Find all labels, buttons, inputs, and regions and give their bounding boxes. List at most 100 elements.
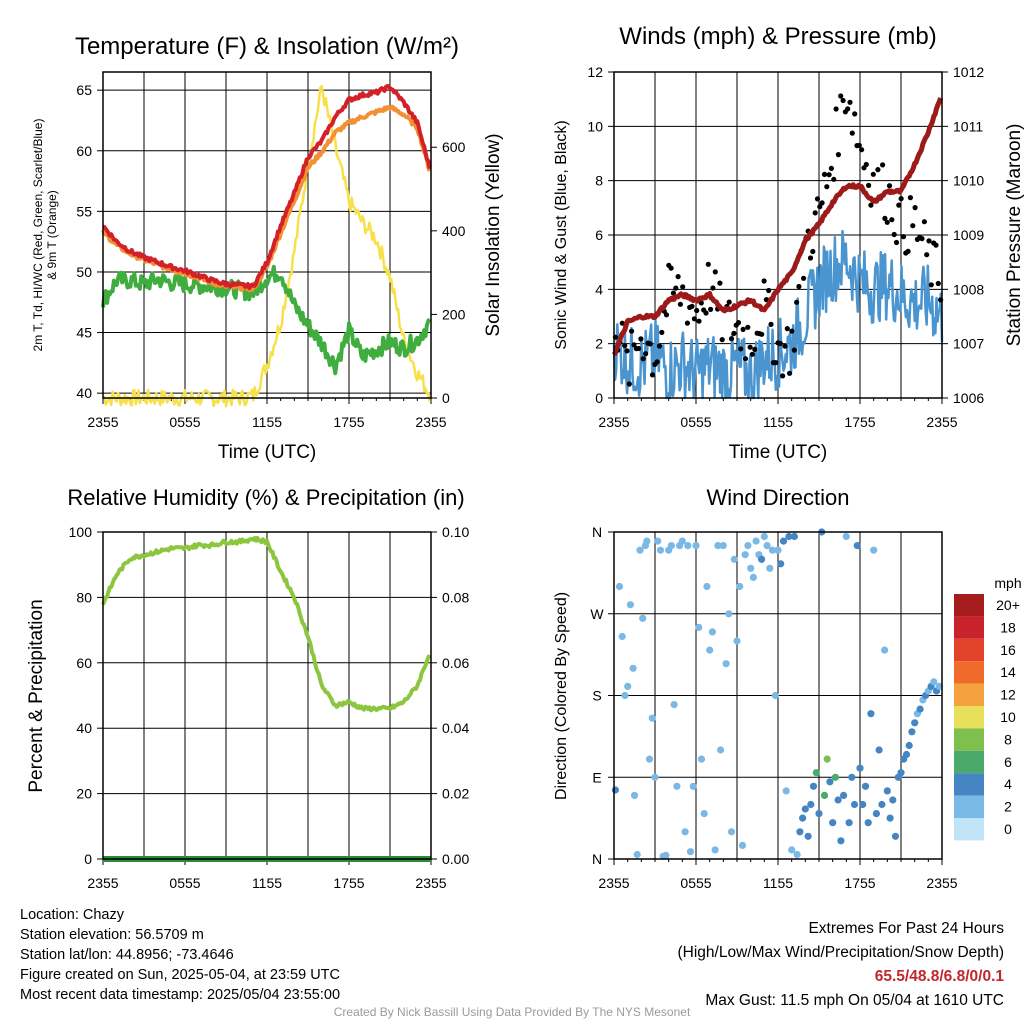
direction-point xyxy=(826,778,834,786)
direction-point xyxy=(678,537,686,545)
direction-point xyxy=(611,786,620,794)
winds-gust-point xyxy=(694,307,700,314)
recent-timestamp: Most recent data timestamp: 2025/05/04 2… xyxy=(20,987,341,1003)
direction-xtick-label: 2355 xyxy=(598,875,629,891)
winds-gust-point xyxy=(840,97,846,104)
winds-ytick-right-label: 1009 xyxy=(953,227,984,243)
winds-gust-point xyxy=(689,303,695,309)
winds-gust-point xyxy=(759,331,765,337)
winds-ytick-right-label: 1006 xyxy=(953,390,984,406)
winds-gust-point xyxy=(619,320,625,326)
winds-gust-point xyxy=(835,152,842,158)
winds-gust-point xyxy=(852,111,858,117)
winds-gust-point xyxy=(626,381,632,387)
winds-gust-point xyxy=(868,202,874,208)
legend-label: 2 xyxy=(1004,799,1012,815)
winds-gust-point xyxy=(668,265,674,271)
winds-gust-point xyxy=(924,252,930,258)
winds-gust-point xyxy=(801,275,807,281)
winds-ytick-label: 6 xyxy=(595,227,603,243)
winds-gust-point xyxy=(796,283,802,290)
humidity-xtick-label: 2355 xyxy=(415,875,446,891)
direction-point xyxy=(856,764,864,772)
legend-label: 6 xyxy=(1004,754,1012,770)
winds-ytick-right-label: 1011 xyxy=(953,118,983,134)
winds-gust-point xyxy=(882,215,888,221)
winds-gust-point xyxy=(884,219,890,225)
winds-gust-point xyxy=(740,326,746,332)
direction-point xyxy=(738,841,747,850)
winds-gust-point xyxy=(875,167,881,173)
direction-point xyxy=(889,796,897,804)
humidity-ytick-label: 20 xyxy=(76,786,92,802)
direction-ytick-label: N xyxy=(592,524,602,540)
direction-point xyxy=(829,819,837,827)
direction-point xyxy=(686,848,695,856)
winds-gust-point xyxy=(708,306,714,312)
winds-gust-point xyxy=(905,248,911,254)
winds-gust-point xyxy=(649,372,656,378)
winds-gust-point xyxy=(663,312,670,318)
station-location: Location: Chazy xyxy=(20,907,124,923)
direction-point xyxy=(823,755,831,763)
legend-label: 18 xyxy=(1000,619,1016,635)
humidity-ytick-label: 80 xyxy=(76,589,92,605)
direction-point xyxy=(796,828,804,836)
direction-point xyxy=(807,800,815,809)
direction-xtick-label: 2355 xyxy=(926,875,957,891)
direction-point xyxy=(643,537,651,545)
direction-point xyxy=(703,582,711,591)
direction-point xyxy=(697,755,706,763)
station-latlon: Station lat/lon: 44.8956; -73.4646 xyxy=(20,947,234,963)
winds-ytick-label: 8 xyxy=(595,173,603,189)
direction-point xyxy=(771,691,779,700)
winds-xtick-label: 2355 xyxy=(598,414,629,430)
direction-point xyxy=(883,787,891,795)
temperature-series-insolation xyxy=(102,84,431,408)
humidity-ytick-label: 60 xyxy=(76,655,92,671)
temperature-series-2m-t xyxy=(102,84,432,291)
winds-gust-point xyxy=(745,324,751,330)
winds-gust-point xyxy=(742,356,749,362)
winds-gust-point xyxy=(766,287,772,294)
winds-gust-point xyxy=(789,328,795,334)
direction-point xyxy=(629,664,637,672)
winds-ytick-right-label: 1008 xyxy=(953,281,984,297)
winds-gust-point xyxy=(910,223,916,229)
winds-gust-point xyxy=(749,351,756,357)
winds-gust-point xyxy=(933,242,939,248)
temperature-xtick-label: 1155 xyxy=(252,414,282,430)
plot-layer: 2355 0555 1155 1755 235540455055606502004006… xyxy=(69,64,1020,891)
winds-gust-point xyxy=(731,330,737,336)
direction-point xyxy=(673,782,681,790)
direction-point xyxy=(853,542,861,550)
winds-gust-point xyxy=(889,217,895,223)
humidity-ytick-label: 100 xyxy=(69,524,93,540)
humidity-frame xyxy=(102,531,432,860)
direction-ylabel-left: Direction (Colored By Speed) xyxy=(553,592,570,800)
winds-gust-point xyxy=(838,93,844,99)
direction-point xyxy=(840,791,848,800)
direction-ytick-label: S xyxy=(592,688,601,704)
direction-point xyxy=(875,746,883,754)
winds-gust-point xyxy=(747,344,753,350)
legend-swatch xyxy=(954,594,984,617)
winds-gust-point xyxy=(831,176,837,182)
winds-ytick-right-label: 1010 xyxy=(953,173,984,189)
winds-gust-point xyxy=(728,336,735,342)
direction-point xyxy=(727,828,736,836)
direction-point xyxy=(878,800,886,809)
winds-gust-point xyxy=(638,336,644,342)
direction-ytick-label: W xyxy=(590,606,604,622)
temperature-ylabel-line1: 2m T, Td, HI/WC (Red, Green, Scarlet/Blu… xyxy=(31,119,45,352)
winds-gust-point xyxy=(654,359,660,365)
winds-xtick-label: 1155 xyxy=(763,414,793,430)
winds-gust-point xyxy=(928,282,934,288)
winds-ylabel-right: Station Pressure (Maroon) xyxy=(1004,124,1024,347)
station-elevation: Station elevation: 56.5709 m xyxy=(20,927,204,943)
legend-swatch xyxy=(954,683,984,706)
direction-point xyxy=(747,564,755,572)
direction-point xyxy=(681,828,689,836)
winds-gust-point xyxy=(636,345,642,352)
legend-label: 8 xyxy=(1004,731,1012,747)
